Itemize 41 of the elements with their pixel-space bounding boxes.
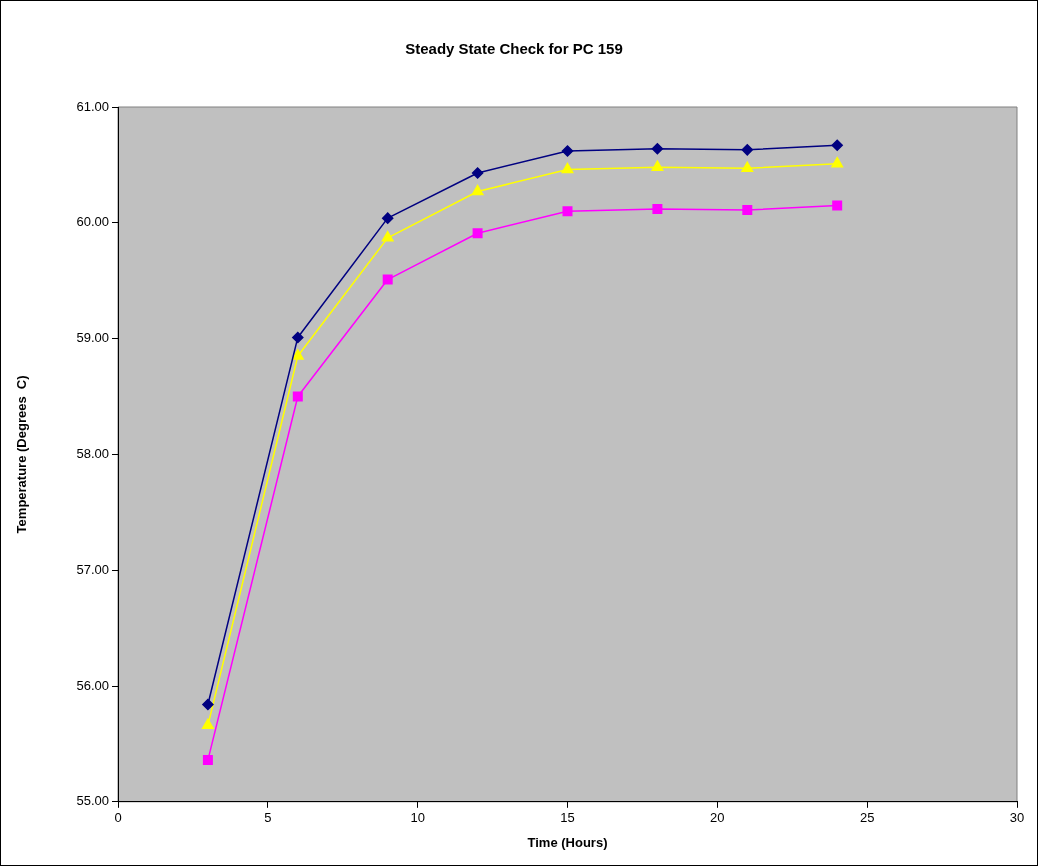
point [831,139,843,151]
point [832,200,843,211]
y-tick-label: 55.00 [76,793,109,809]
x-tick-label: 10 [410,810,425,826]
point [561,145,574,157]
x-axis-title: Time (Hours) [527,834,608,850]
point [562,206,573,217]
y-axis-title: Temperature (Degrees C) [14,375,30,534]
x-tick-label: 5 [264,810,272,826]
point [471,167,484,179]
point [651,142,664,155]
chart-title: Steady State Check for PC 159 [405,40,623,58]
point [471,184,484,196]
x-tick-label: 15 [560,810,575,826]
point [292,391,303,402]
point [741,144,754,156]
point [382,274,393,285]
point [292,331,304,344]
y-tick-label: 59.00 [76,330,109,346]
x-tick-label: 30 [1009,810,1025,826]
y-tick-label: 60.00 [76,214,109,230]
point [741,161,754,173]
point [831,156,844,168]
point [291,349,304,360]
point [561,162,574,174]
y-tick-label: 61.00 [76,98,109,114]
point [651,160,664,171]
y-tick-label: 58.00 [76,445,109,461]
point [472,228,483,239]
point [202,698,214,711]
y-tick-label: 57.00 [76,561,109,577]
point [201,718,214,730]
point [381,231,394,242]
y-tick-label: 56.00 [76,677,109,693]
point [652,203,663,214]
point [381,212,394,224]
point [742,205,753,216]
x-tick-label: 20 [710,810,725,826]
x-tick-label: 0 [114,810,122,826]
x-tick-label: 25 [859,810,875,826]
point [202,755,213,766]
